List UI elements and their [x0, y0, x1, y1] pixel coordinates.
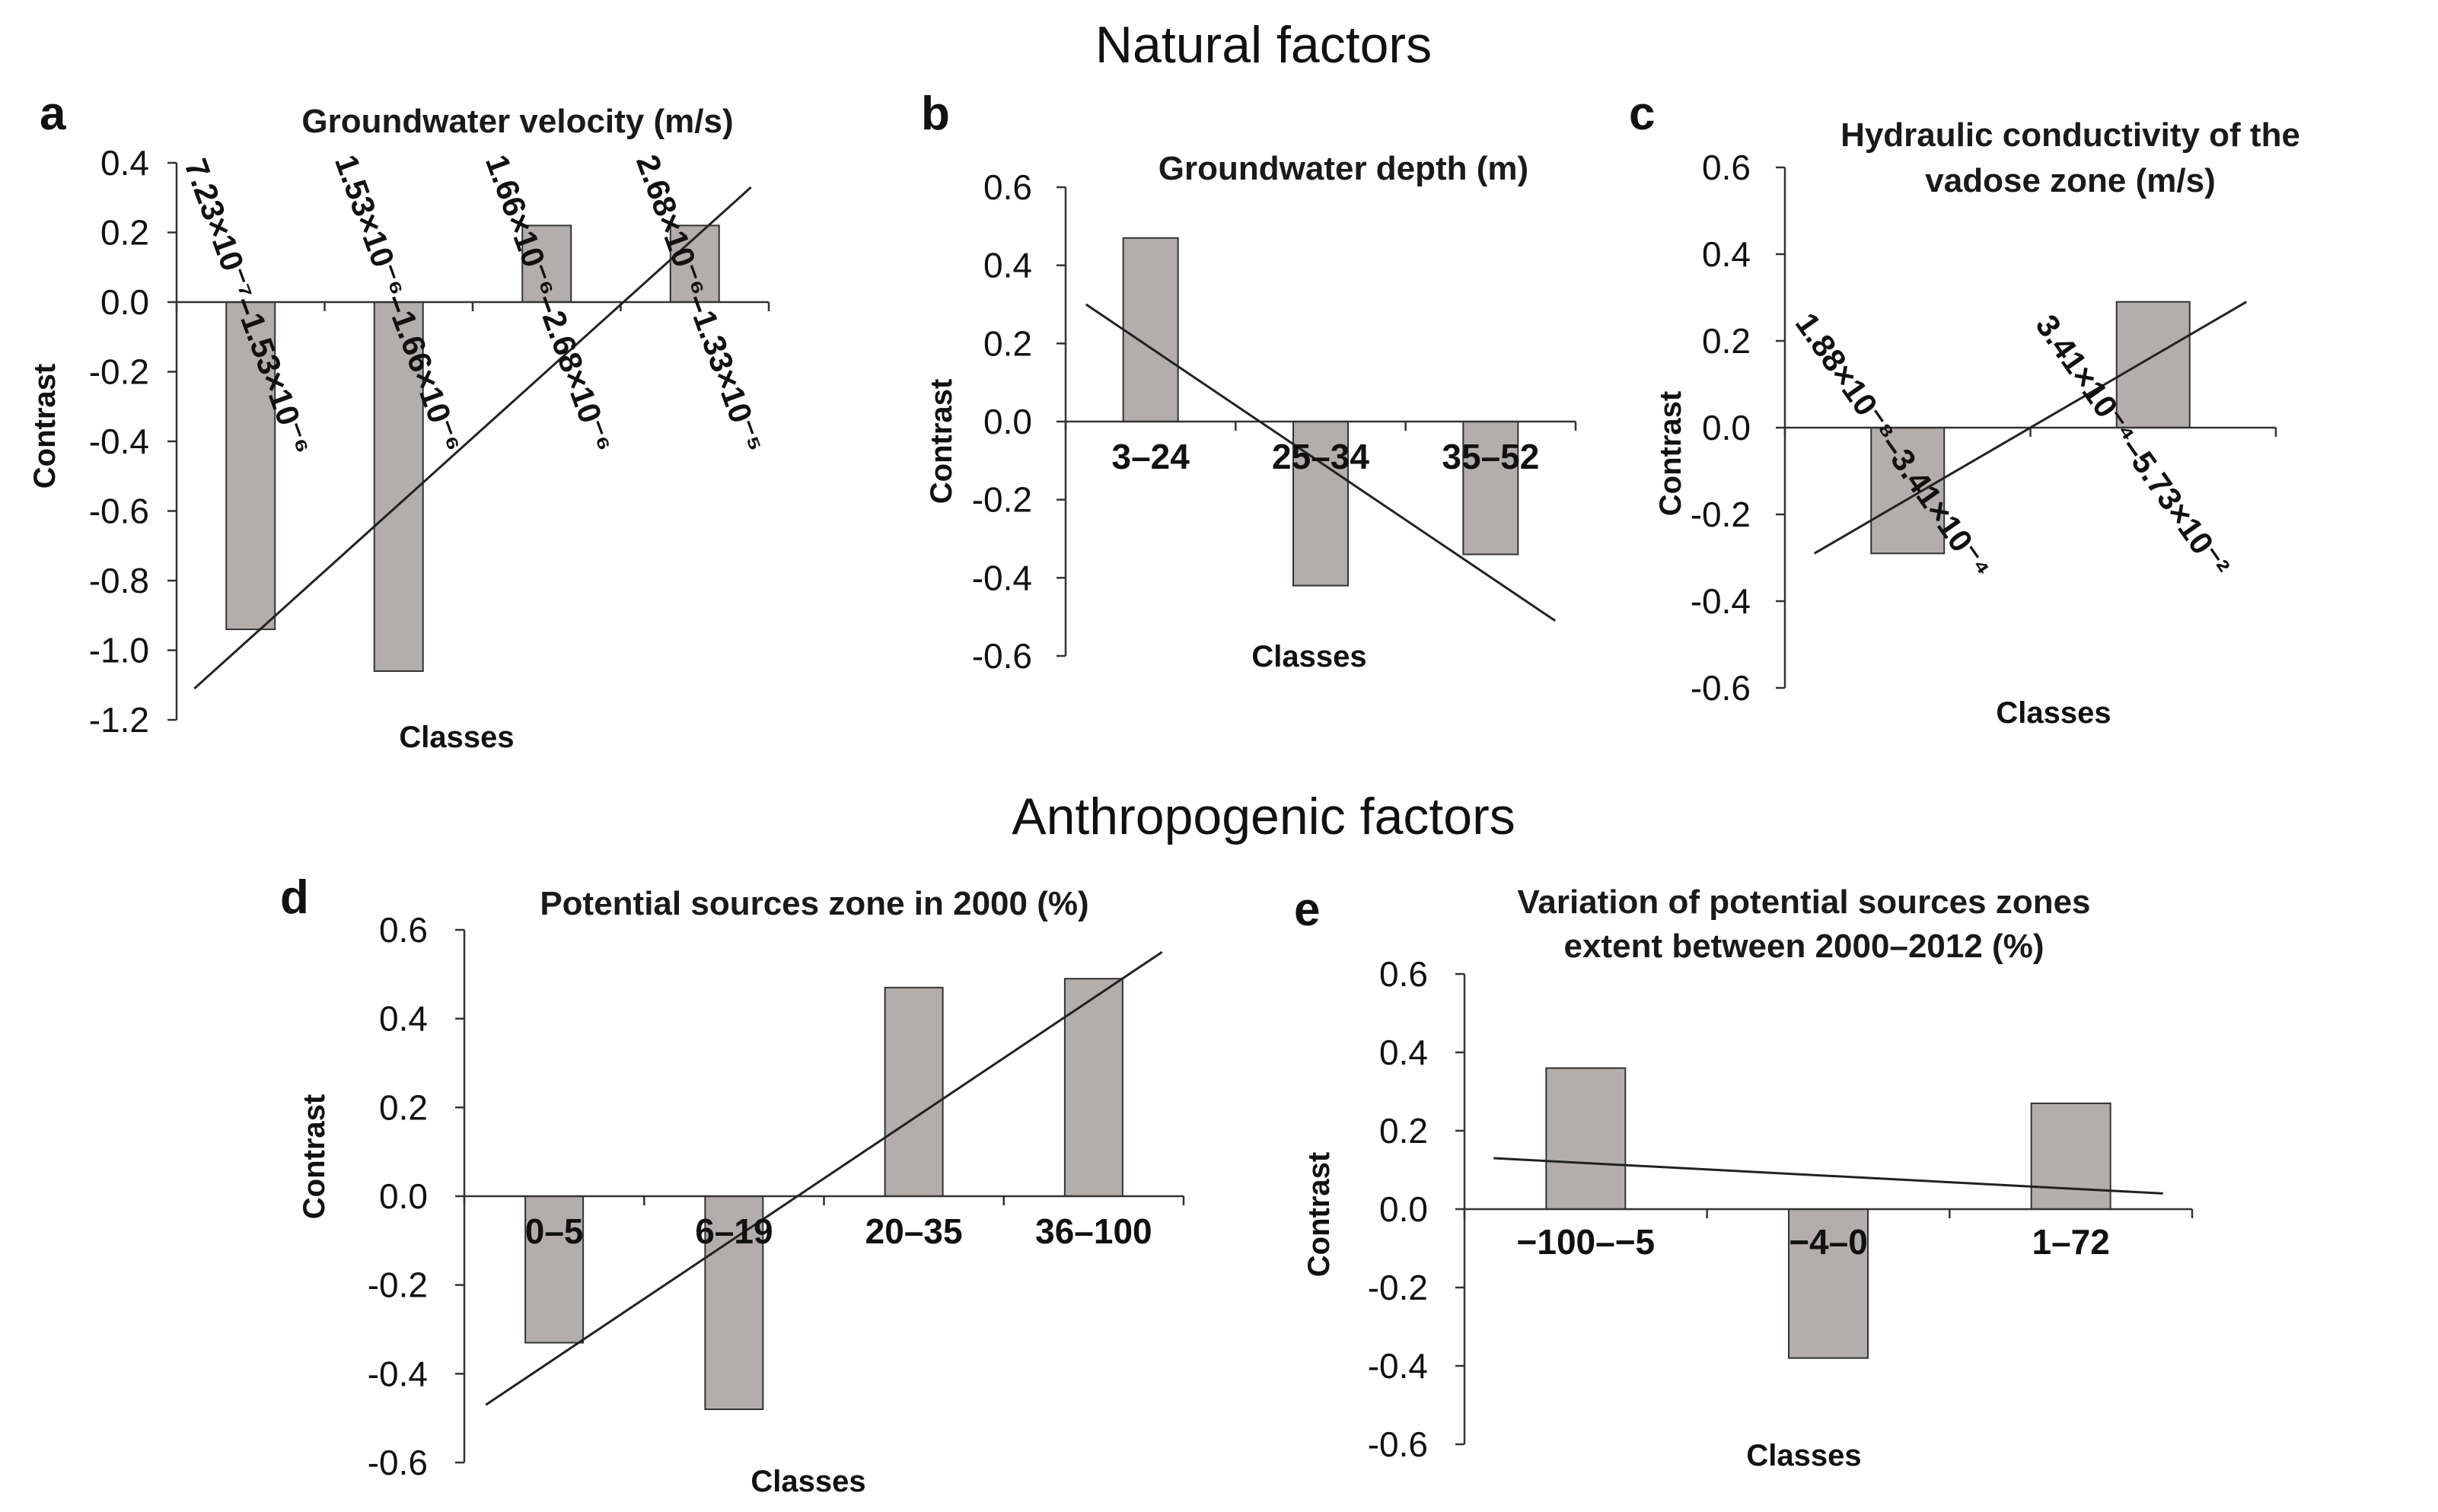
section-title-anthropogenic: Anthropogenic factors: [1012, 788, 1515, 845]
y-tick-label: 0.0: [983, 402, 1032, 441]
bar: [524, 1195, 585, 1344]
x-tick-label: 1.66×10⁻⁶–2.68×10⁻⁶: [479, 150, 620, 457]
x-tick-label: 1–72: [2032, 1222, 2109, 1262]
chart-title: Groundwater velocity (m/s): [301, 103, 733, 140]
x-tick-label: 2.68×10⁻⁶–1.33×10⁻⁵: [629, 150, 770, 457]
x-axis-label: Classes: [1746, 1439, 1861, 1472]
chart-panel-b: b Groundwater depth (m) 0.6 0.4 0.2 0.0 -0.2 -0…: [921, 88, 1577, 676]
y-tick-label: -0.6: [972, 636, 1032, 676]
y-tick-label: 0.2: [100, 213, 149, 253]
y-tick-label: 0.4: [100, 143, 149, 183]
x-axis-label: Classes: [751, 1465, 865, 1498]
bar: [884, 986, 944, 1198]
y-tick-label: 0.6: [983, 167, 1032, 207]
y-tick-label: 0.0: [379, 1176, 428, 1216]
x-tick-label: 0–5: [525, 1211, 584, 1251]
x-axis-label: Classes: [1996, 696, 2111, 730]
y-tick-label: 0.4: [1379, 1033, 1428, 1072]
y-tick-label: 0.4: [983, 246, 1032, 285]
y-tick-label: -0.2: [89, 352, 149, 392]
y-tick-label: -0.6: [89, 492, 149, 531]
chart-title: Groundwater depth (m): [1158, 150, 1528, 187]
chart-title: Potential sources zone in 2000 (%): [540, 885, 1088, 922]
y-axis-label: Contrast: [1654, 391, 1687, 516]
bar: [1122, 237, 1179, 422]
y-tick-label: -0.2: [368, 1265, 428, 1305]
y-tick-label: -0.6: [1368, 1424, 1428, 1464]
x-tick-label: 3–24: [1111, 437, 1190, 476]
y-tick-label: 0.6: [1379, 954, 1428, 994]
trend-line: [193, 186, 752, 689]
bar: [1788, 1208, 1869, 1359]
chart-panel-a: a Groundwater velocity (m/s) 0.4 0.2 0.0 -0.2…: [28, 88, 770, 754]
chart-title: Variation of potential sources zones: [1517, 883, 2090, 921]
y-tick-label: -0.4: [1691, 581, 1751, 621]
bar: [1545, 1067, 1627, 1210]
chart-title: extent between 2000–2012 (%): [1564, 928, 2044, 965]
y-tick-label: 0.0: [1702, 408, 1751, 447]
y-tick-label: -1.0: [89, 631, 149, 670]
y-tick-label: -0.6: [1691, 668, 1751, 708]
y-tick-label: 0.2: [379, 1087, 428, 1127]
trend-line: [1085, 303, 1557, 622]
y-tick-label: -0.4: [972, 558, 1032, 597]
x-axis-label: Classes: [1251, 640, 1366, 673]
y-tick-label: 0.6: [1702, 148, 1751, 187]
y-tick-label: 0.2: [1702, 321, 1751, 361]
x-tick-label: 6–19: [695, 1211, 773, 1251]
trend-line: [1493, 1157, 2163, 1195]
chart-panel-e: e Variation of potential sources zones ext…: [1294, 883, 2194, 1472]
bar: [2030, 1102, 2111, 1210]
y-axis-label: Contrast: [1302, 1152, 1336, 1277]
panel-letter: b: [921, 88, 950, 140]
panel-letter: e: [1294, 883, 1320, 936]
y-tick-label: 0.2: [1379, 1111, 1428, 1151]
x-axis-label: Classes: [399, 721, 514, 754]
panel-letter: d: [280, 871, 309, 924]
y-tick-label: -0.2: [1368, 1268, 1428, 1307]
y-tick-label: -0.4: [89, 422, 149, 461]
bar: [2115, 301, 2191, 429]
x-tick-label: 35–52: [1442, 437, 1539, 476]
x-tick-label: −100–−5: [1517, 1222, 1656, 1262]
bar: [1462, 421, 1519, 555]
y-tick-label: 0.4: [379, 999, 428, 1039]
panel-letter: a: [40, 88, 66, 140]
y-tick-label: -0.4: [368, 1354, 428, 1393]
bar: [704, 1195, 764, 1410]
y-tick-label: 0.6: [379, 910, 428, 950]
bar: [373, 301, 424, 672]
y-tick-label: -1.2: [89, 700, 149, 740]
y-tick-label: -0.4: [1368, 1346, 1428, 1386]
chart-panel-c: c Hydraulic conductivity of the vadose zon…: [1629, 88, 2300, 730]
x-tick-label: 20–35: [865, 1211, 963, 1251]
y-axis-label: Contrast: [925, 379, 958, 504]
y-tick-label: 0.0: [100, 282, 149, 322]
y-tick-label: 0.0: [1379, 1189, 1428, 1229]
x-tick-label: −4–0: [1789, 1222, 1868, 1262]
section-title-natural: Natural factors: [1095, 16, 1432, 74]
panel-letter: c: [1629, 88, 1655, 140]
y-tick-label: -0.8: [89, 561, 149, 600]
y-axis-label: Contrast: [28, 364, 62, 489]
y-tick-label: -0.2: [972, 480, 1032, 520]
chart-panel-d: d Potential sources zone in 2000 (%) 0.6 0.…: [280, 871, 1185, 1498]
y-tick-label: 0.2: [983, 323, 1032, 363]
bar: [1063, 978, 1123, 1197]
bar: [1870, 427, 1946, 555]
y-tick-label: 0.4: [1702, 234, 1751, 274]
x-tick-label: 25–34: [1272, 437, 1369, 476]
y-axis-label: Contrast: [298, 1094, 331, 1219]
trend-line: [1813, 301, 2248, 555]
y-tick-label: -0.2: [1691, 495, 1751, 534]
y-tick-label: -0.6: [368, 1443, 428, 1482]
x-tick-label: 36–100: [1035, 1211, 1152, 1251]
chart-title: Hydraulic conductivity of the: [1840, 116, 2300, 154]
chart-title: vadose zone (m/s): [1925, 162, 2215, 199]
trend-line: [485, 950, 1163, 1406]
